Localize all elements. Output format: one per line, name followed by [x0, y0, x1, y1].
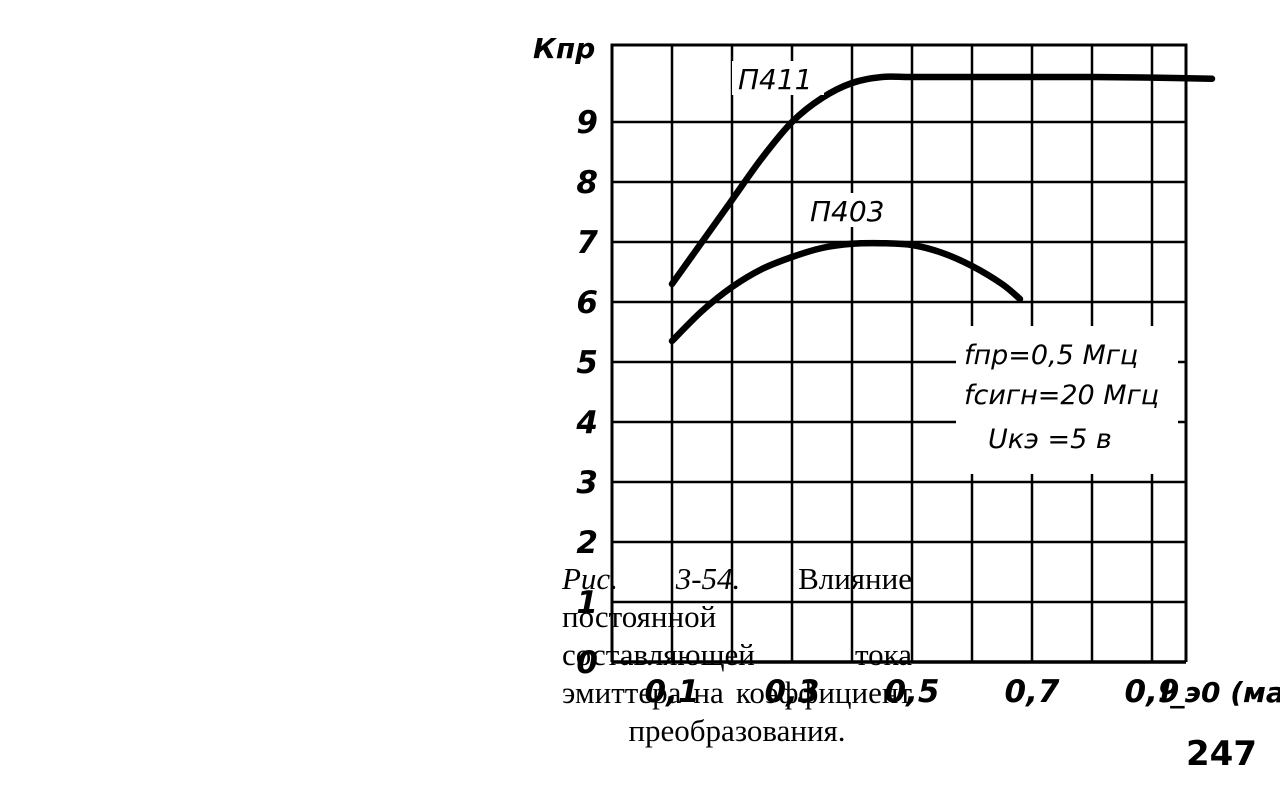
- series-line-p411: [668, 73, 1216, 288]
- y-tick-label: 4: [575, 405, 598, 441]
- series-label-p403: П403: [810, 195, 885, 228]
- y-tick-label: 3: [576, 465, 598, 501]
- y-tick-label: 5: [576, 345, 598, 381]
- series-label-bg: [732, 61, 824, 95]
- page-number: 247: [1186, 734, 1257, 774]
- series-label-p411: П411: [738, 63, 813, 96]
- x-tick-label: 0,9: [1125, 674, 1180, 710]
- x-axis-label: I_э0 (ма): [1160, 676, 1280, 709]
- series-line-p403: [668, 239, 1024, 345]
- y-tick-label: 1: [576, 585, 598, 621]
- y-axis-label: Кпр: [533, 32, 595, 65]
- series-label-bg: [804, 193, 896, 227]
- x-tick-label: 0,5: [885, 674, 940, 710]
- x-tick-label: 0,7: [1005, 674, 1060, 710]
- annotation-ukz: Uкэ =5 в: [988, 424, 1112, 455]
- plot-frame: [610, 43, 1188, 662]
- x-tick-label: 0,1: [645, 674, 700, 710]
- figure-caption: Рис. 3-54. Влияние постоянной составляющ…: [562, 560, 912, 750]
- figure-number: Рис. 3-54.: [562, 561, 741, 596]
- conditions-box: [956, 326, 1178, 474]
- annotation-fpr: fпр=0,5 Мгц: [964, 340, 1138, 371]
- annotation-fsig: fсигн=20 Мгц: [964, 380, 1159, 411]
- y-tick-label: 9: [576, 105, 598, 141]
- y-tick-label: 6: [576, 285, 598, 321]
- y-tick-label: 8: [576, 165, 598, 201]
- y-tick-label: 7: [576, 225, 598, 261]
- x-tick-label: 0,3: [765, 674, 820, 710]
- y-tick-label: 0: [576, 645, 598, 681]
- chart-ticks: 0 1 2 3 4 5 6 7 8 9 0,1 0,3 0,5 0,7 0,9: [575, 105, 1179, 710]
- chart-curves: П411 П403: [668, 61, 1216, 345]
- y-tick-label: 2: [576, 525, 598, 561]
- figure-caption-text: Влияние постоянной составляющей тока эми…: [562, 561, 912, 748]
